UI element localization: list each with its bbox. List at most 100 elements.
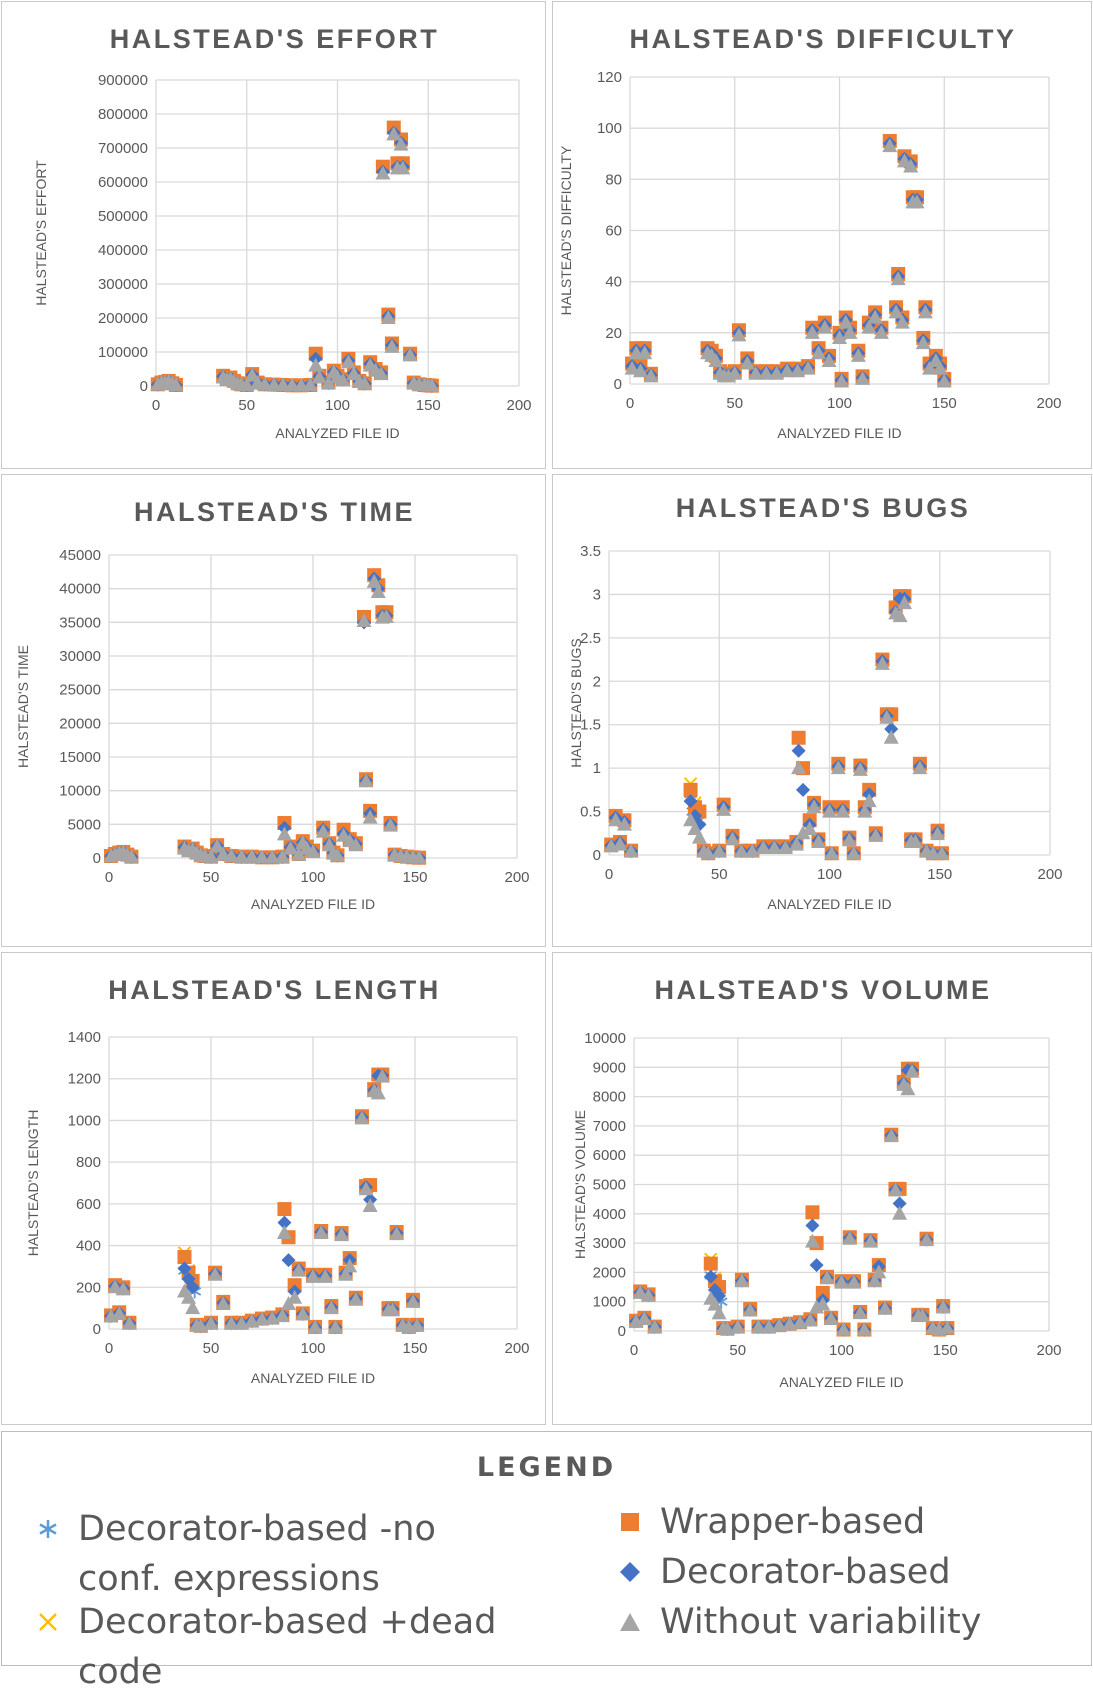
y-axis-label: HALSTEAD'S DIFFICULTY xyxy=(558,145,574,315)
data-point-triangle xyxy=(861,319,877,334)
data-point-triangle xyxy=(850,347,866,362)
x-tick-label: 150 xyxy=(933,1342,958,1359)
data-point-diamond xyxy=(185,1280,200,1295)
data-point-diamond xyxy=(791,743,806,758)
data-point-triangle xyxy=(348,1291,364,1306)
chart-panel-time: HALSTEAD'S TIME 0 5000 10000 15000 20000 25000… xyxy=(1,474,546,947)
data-point-triangle xyxy=(307,1319,323,1334)
data-point-triangle xyxy=(373,366,389,381)
data-point-triangle xyxy=(632,1284,648,1299)
data-point-triangle xyxy=(832,329,847,344)
data-point-triangle xyxy=(354,1110,370,1125)
y-tick-label: 40 xyxy=(605,274,622,291)
triangle-marker-icon xyxy=(612,1597,648,1647)
data-point-triangle xyxy=(912,760,928,775)
y-tick-label: 800000 xyxy=(98,106,148,123)
y-tick-label: 8000 xyxy=(593,1089,626,1106)
y-tick-label: 0 xyxy=(93,850,101,867)
data-point-triangle xyxy=(612,836,628,851)
chart-panel-difficulty: HALSTEAD'S DIFFICULTY 0 20 40 60 80 100 120 0 50 1… xyxy=(552,1,1092,469)
series-triangle xyxy=(624,138,952,388)
data-point-triangle xyxy=(830,760,846,775)
data-point-triangle xyxy=(291,846,307,861)
data-point-triangle xyxy=(903,158,919,173)
y-tick-label: 1000 xyxy=(593,1294,626,1311)
x-tick-label: 200 xyxy=(506,397,531,414)
y-tick-label: 300000 xyxy=(98,276,148,293)
data-point-triangle xyxy=(804,1233,820,1248)
data-point-triangle xyxy=(841,832,857,847)
data-point-triangle xyxy=(724,831,740,846)
x-tick-label: 100 xyxy=(817,866,842,883)
legend-label-without: Without variability xyxy=(660,1602,982,1642)
y-tick-label: 200 xyxy=(76,1279,101,1296)
data-point-triangle xyxy=(342,1258,358,1273)
y-tick-label: 1000 xyxy=(68,1112,101,1129)
legend-label-wrapper: Wrapper-based xyxy=(660,1502,926,1542)
data-point-square xyxy=(815,1285,830,1300)
x-tick-label: 200 xyxy=(1037,866,1062,883)
data-point-triangle xyxy=(223,848,239,863)
volume-chart-svg: HALSTEAD'S VOLUME01000200030004000500060… xyxy=(572,975,1062,1390)
x-tick-label: 0 xyxy=(105,869,113,886)
data-point-triangle xyxy=(867,1273,883,1288)
y-tick-label: 7000 xyxy=(593,1118,626,1135)
x-tick-label: 150 xyxy=(416,397,441,414)
chart-title: HALSTEAD'S EFFORT xyxy=(110,24,439,54)
data-point-triangle xyxy=(274,848,290,863)
data-point-triangle xyxy=(935,1299,951,1314)
square-marker-icon xyxy=(612,1497,648,1547)
y-tick-label: 20 xyxy=(605,325,622,342)
y-axis-label: HALSTEAD'S BUGS xyxy=(568,638,584,768)
data-point-triangle xyxy=(879,709,895,724)
data-point-triangle xyxy=(357,375,373,390)
data-point-triangle xyxy=(329,847,345,862)
data-point-triangle xyxy=(317,1268,333,1283)
data-point-triangle xyxy=(362,1197,378,1212)
data-point-triangle xyxy=(766,840,782,855)
data-point-triangle xyxy=(215,1295,231,1310)
data-point-triangle xyxy=(121,1315,137,1330)
x-tick-label: 100 xyxy=(300,869,325,886)
data-point-triangle xyxy=(411,849,427,864)
data-point-triangle xyxy=(719,1320,735,1335)
series-square xyxy=(104,568,427,865)
x-axis-label: ANALYZED FILE ID xyxy=(251,1370,375,1386)
legend: LEGEND Decorator-based -no conf. express… xyxy=(1,1431,1092,1692)
x-tick-label: 100 xyxy=(325,397,350,414)
data-point-triangle xyxy=(936,373,952,388)
data-point-triangle xyxy=(915,335,931,350)
y-axis-label: HALSTEAD'S LENGTH xyxy=(25,1110,41,1257)
y-axis-label: HALSTEAD'S VOLUME xyxy=(572,1110,588,1259)
data-point-triangle xyxy=(811,345,827,360)
series-triangle xyxy=(103,1068,425,1334)
data-point-triangle xyxy=(385,1302,401,1317)
data-point-triangle xyxy=(264,849,280,864)
difficulty-chart-svg: HALSTEAD'S DIFFICULTY 0 20 40 60 80 100 120 0 50 1… xyxy=(558,24,1062,441)
y-tick-label: 0 xyxy=(593,847,601,864)
data-point-diamond xyxy=(805,1218,820,1233)
data-point-triangle xyxy=(366,573,382,588)
data-point-triangle xyxy=(730,1319,746,1334)
chart-title: HALSTEAD'S LENGTH xyxy=(108,975,440,1005)
data-point-triangle xyxy=(637,345,653,360)
data-point-triangle xyxy=(370,1085,386,1100)
data-point-diamond xyxy=(281,1253,296,1268)
data-point-triangle xyxy=(930,826,946,841)
data-point-triangle xyxy=(892,1205,908,1220)
data-point-triangle xyxy=(822,803,837,818)
data-point-diamond xyxy=(177,1261,192,1276)
data-point-triangle xyxy=(855,370,871,385)
data-point-triangle xyxy=(395,160,411,175)
data-point-triangle xyxy=(287,1289,303,1304)
x-axis-label: ANALYZED FILE ID xyxy=(767,896,891,912)
data-point-triangle xyxy=(168,377,184,392)
data-point-triangle xyxy=(276,1225,292,1240)
data-point-triangle xyxy=(838,314,854,329)
data-point-triangle xyxy=(748,365,764,380)
y-tick-label: 3 xyxy=(593,586,601,603)
data-point-triangle xyxy=(616,816,632,831)
data-point-triangle xyxy=(733,843,749,858)
x-tick-label: 0 xyxy=(626,395,634,412)
data-point-diamond xyxy=(683,794,698,809)
